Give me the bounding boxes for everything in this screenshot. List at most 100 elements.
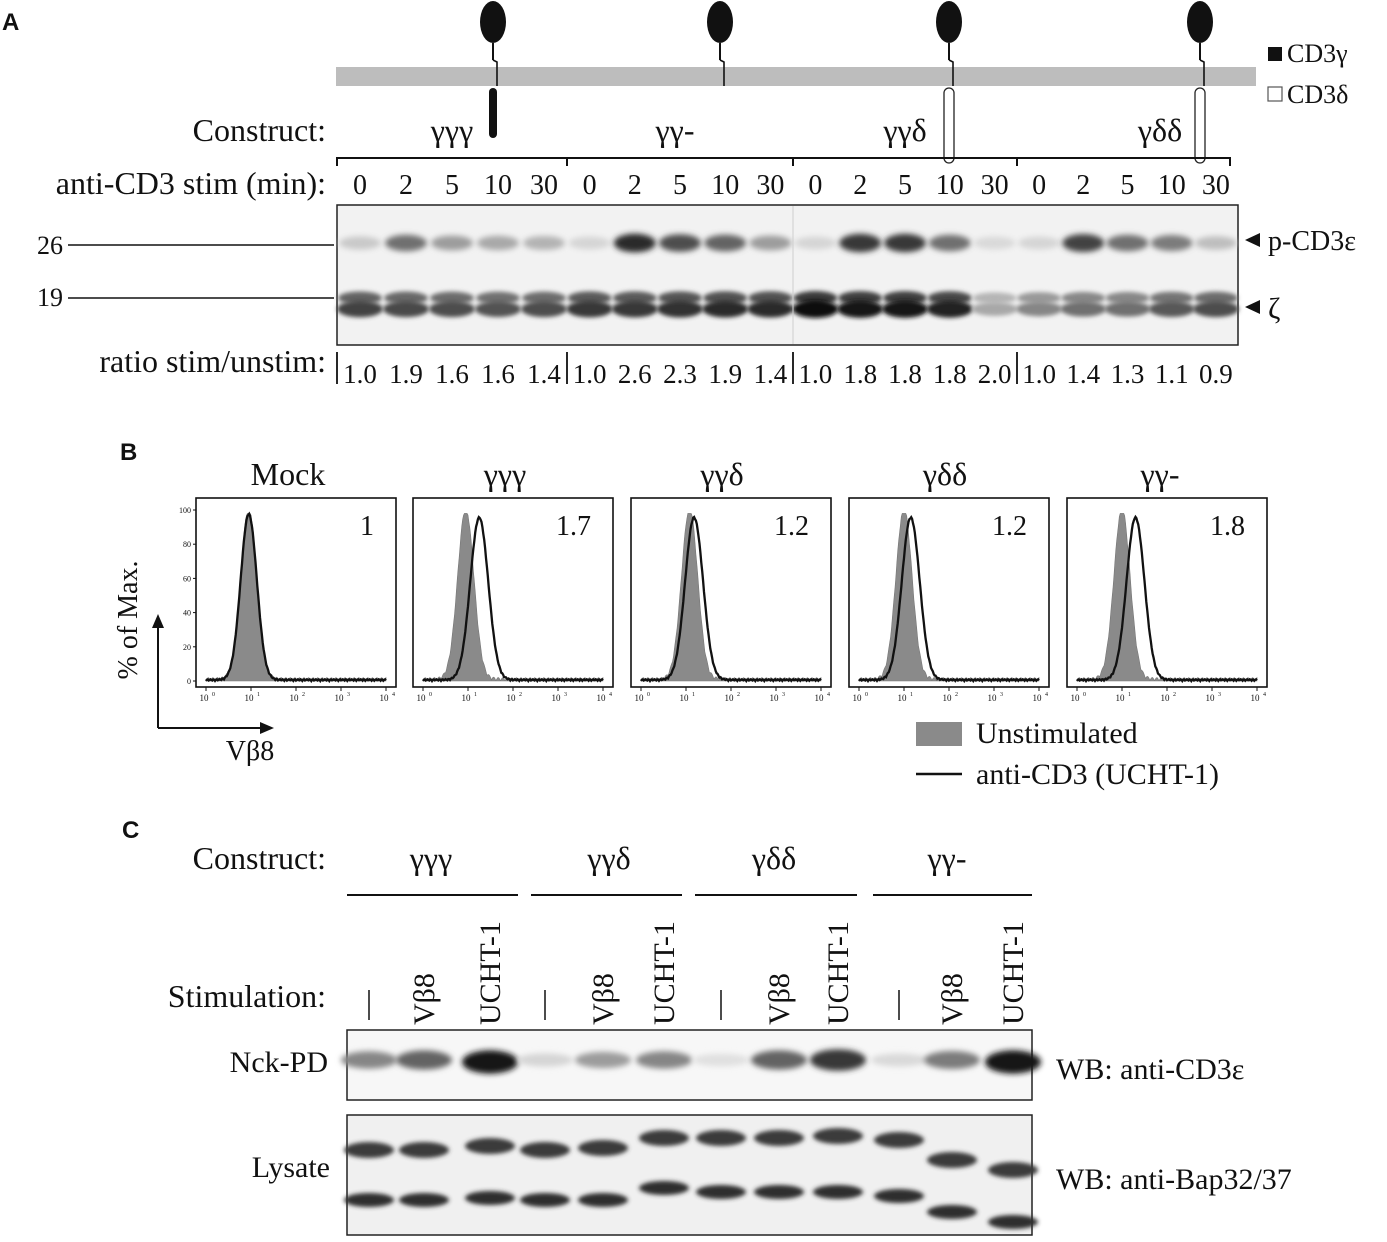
y-tick-label: 60 [183, 574, 191, 583]
pcd3e-band [659, 234, 701, 252]
pcd3e-band [385, 234, 427, 252]
lysate-upper-band [344, 1142, 394, 1158]
receptor-transmembrane [1199, 59, 1205, 86]
x-tick-label: 10 [1251, 693, 1261, 703]
zeta-band-lower [926, 300, 973, 318]
stim-label: anti-CD3 (UCHT-1) [976, 758, 1219, 791]
lysate-bands [344, 1128, 1038, 1229]
x-tick-label: 10 [507, 693, 517, 703]
ratio-values: 1.0 1.9 1.6 1.6 1.4 1.0 2.6 2.3 1.9 1.4 1.0 1.8 1.8 1… [343, 359, 1233, 389]
zeta-band-upper [748, 291, 793, 305]
x-tick-exponent: 3 [347, 692, 350, 698]
timepoint-label: 2 [399, 170, 413, 201]
lysate-upper-band [874, 1132, 924, 1148]
construct-c-2: γγδ [586, 840, 630, 876]
pcd3e-band [568, 236, 611, 250]
stimulation-label: Stimulation: [168, 978, 326, 1014]
x-tick-exponent: 0 [1083, 692, 1086, 698]
x-tick-exponent: 0 [647, 692, 650, 698]
lysate-lower-band [639, 1181, 689, 1195]
timepoint-labels: 0 2 5 10 30 0 2 5 10 30 0 2 5 10 30 0 2 5 10 30 [353, 170, 1230, 201]
pcd3e-band [1018, 236, 1061, 250]
lysate-upper-band [578, 1140, 628, 1156]
x-tick-exponent: 2 [519, 692, 522, 698]
timepoint-label: 10 [936, 170, 964, 201]
stim-label-vb8: Vβ8 [408, 973, 441, 1025]
nck-pd-band [341, 1051, 397, 1069]
x-tick-label: 10 [597, 693, 607, 703]
timepoint-label: 2 [853, 170, 867, 201]
nck-pd-band [985, 1050, 1041, 1074]
ratio-value: 1.9 [389, 359, 423, 389]
ratio-value: 2.3 [663, 359, 697, 389]
x-tick-exponent: 4 [827, 692, 830, 698]
zeta-band-upper [658, 291, 702, 305]
histogram-title: γδδ [922, 456, 967, 492]
ratio-value: 1.4 [754, 359, 788, 389]
timepoint-label: 10 [1158, 170, 1186, 201]
zeta-band-upper [1017, 292, 1062, 304]
x-tick-exponent: 1 [910, 692, 913, 698]
stimulated-histogram [640, 515, 822, 684]
y-tick-label: 40 [183, 609, 191, 618]
stim-label-vb8: Vβ8 [587, 973, 620, 1025]
nck-pd-bands [341, 1049, 1041, 1074]
histogram-frame [195, 497, 397, 688]
lysate-upper-band [696, 1130, 746, 1146]
nck-pd-band [751, 1050, 807, 1070]
cd3-gamma-label: CD3γ [1287, 39, 1348, 68]
zeta-band-upper [1149, 291, 1194, 305]
zeta-band-lower [521, 300, 567, 318]
zeta-band-upper [703, 291, 748, 305]
ratio-value: 1.8 [933, 359, 967, 389]
x-tick-label: 10 [462, 693, 472, 703]
zeta-band-upper [972, 292, 1017, 304]
x-tick-exponent: 0 [429, 692, 432, 698]
ratio-value: 1.6 [481, 359, 515, 389]
pcd3e-label: p-CD3ε [1268, 226, 1356, 257]
x-tick-exponent: 1 [257, 692, 260, 698]
x-tick-label: 10 [770, 693, 780, 703]
timepoint-label: 30 [530, 170, 558, 201]
zeta-band-lower [657, 300, 703, 318]
construct-label-c: Construct: [193, 840, 326, 876]
lysate-lower-band [754, 1185, 804, 1199]
ratio-value: 1.1 [1155, 359, 1189, 389]
ratio-value: 1.6 [435, 359, 469, 389]
ratio-label: ratio stim/unstim: [99, 343, 326, 379]
nck-pd-band [924, 1051, 980, 1069]
timepoint-label: 30 [981, 170, 1009, 201]
x-tick-exponent: 1 [474, 692, 477, 698]
x-tick-label: 10 [1033, 693, 1043, 703]
zeta-band-lower [1148, 301, 1195, 317]
lysate-lower-band [344, 1193, 394, 1207]
timepoint-label: 0 [1032, 170, 1046, 201]
ratio-value: 0.9 [1199, 359, 1233, 389]
receptor-ectodomain [707, 1, 733, 43]
stim-label-ucht1: UCHT-1 [648, 921, 681, 1025]
ratio-value: 2.0 [978, 359, 1012, 389]
stimulated-histogram [205, 511, 387, 684]
zeta-band-lower [566, 300, 613, 318]
timepoint-label: 0 [353, 170, 367, 201]
construct-label-a: Construct: [193, 112, 326, 148]
x-tick-exponent: 3 [782, 692, 785, 698]
x-tick-exponent: 3 [1218, 692, 1221, 698]
cd3-delta-label: CD3δ [1287, 80, 1348, 109]
x-tick-exponent: 2 [955, 692, 958, 698]
y-tick-label: 80 [183, 540, 191, 549]
ratio-value: 1.0 [799, 359, 833, 389]
panel-b-letter: B [120, 439, 137, 466]
cd3-delta-tail [1194, 87, 1206, 164]
pcd3e-band [1106, 234, 1149, 252]
cd3-legend: CD3γ CD3δ [1267, 39, 1348, 109]
pcd3e-band [973, 236, 1016, 250]
zeta-band-upper [567, 291, 612, 305]
zeta-band-upper [1105, 291, 1150, 305]
receptor-transmembrane [948, 59, 954, 86]
receptor-schematics [480, 1, 1213, 164]
y-tick-label: 100 [179, 506, 191, 515]
zeta-band-upper [338, 291, 382, 305]
cd3-gamma-swatch [1268, 47, 1282, 61]
